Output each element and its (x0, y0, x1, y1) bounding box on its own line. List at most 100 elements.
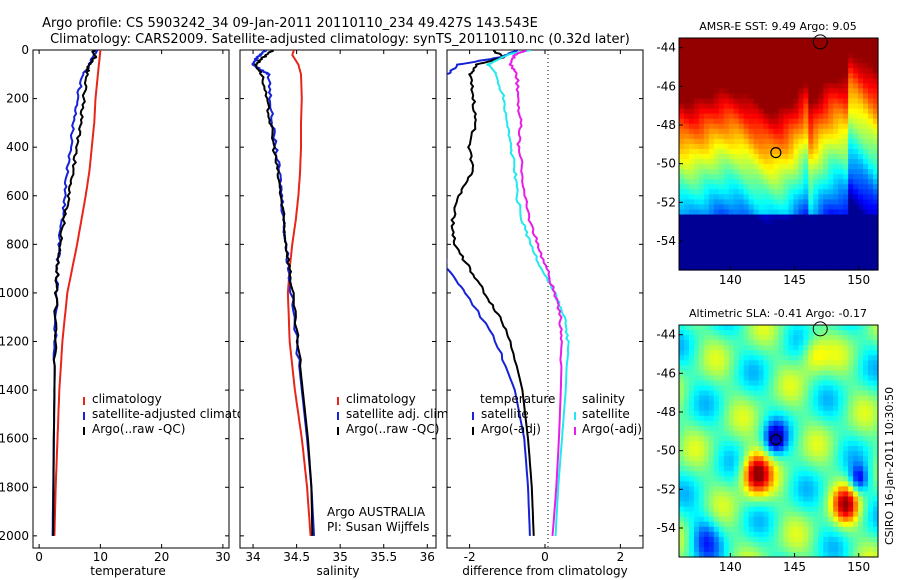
heatmap-cell (708, 169, 715, 175)
heatmap-cell (793, 496, 799, 503)
heatmap-cell (693, 516, 700, 523)
heatmap-cell (863, 48, 869, 54)
heatmap-cell (788, 350, 795, 356)
heatmap-cell (713, 159, 720, 165)
heatmap-cell (848, 365, 854, 371)
heatmap-cell (818, 390, 824, 397)
heatmap-cell (753, 390, 760, 397)
heatmap-cell (698, 143, 705, 150)
heatmap-cell (788, 425, 795, 432)
heatmap-cell (783, 73, 790, 79)
heatmap-cell (753, 365, 760, 371)
heatmap-cell (793, 174, 799, 180)
heatmap-cell (788, 536, 795, 543)
heatmap-cell (838, 501, 844, 508)
heatmap-cell (713, 194, 720, 200)
heatmap-cell (778, 224, 785, 231)
sla-map-frame (678, 324, 879, 558)
heatmap-cell (703, 360, 710, 366)
heatmap-cell (803, 481, 809, 487)
heatmap-cell (688, 466, 695, 472)
heatmap-cell (773, 360, 780, 366)
heatmap-cell (863, 350, 869, 356)
heatmap-cell (743, 385, 750, 392)
heatmap-cell (688, 355, 695, 361)
heatmap-cell (698, 441, 705, 447)
heatmap-cell (858, 335, 864, 341)
annotation-argo-australia: Argo AUSTRALIA (327, 505, 426, 519)
heatmap-cell (698, 415, 705, 422)
heatmap-cell (713, 73, 720, 79)
heatmap-cell (753, 415, 760, 422)
heatmap-cell (808, 526, 814, 533)
heatmap-cell (788, 476, 795, 482)
legend-salinity-header: salinity (582, 392, 625, 406)
heatmap-cell (758, 68, 765, 74)
heatmap-cell (853, 405, 859, 412)
series-line-argo-raw-qc- (254, 50, 314, 536)
heatmap-cell (743, 154, 750, 160)
heatmap-cell (833, 63, 839, 69)
heatmap-cell (813, 420, 819, 427)
heatmap-cell (753, 430, 760, 437)
heatmap-cell (683, 506, 690, 513)
heatmap-cell (783, 546, 790, 553)
heatmap-cell (818, 148, 824, 155)
heatmap-cell (848, 249, 854, 256)
heatmap-cell (773, 451, 780, 457)
float-position-marker (770, 146, 782, 159)
heatmap-cell (758, 93, 765, 100)
heatmap-cell (683, 209, 690, 216)
heatmap-cell (738, 501, 745, 508)
heatmap-cell (753, 360, 760, 366)
salinity-xlabel: salinity (316, 564, 359, 578)
heatmap-cell (768, 471, 775, 477)
heatmap-cell (763, 73, 770, 79)
heatmap-cell (748, 430, 755, 437)
heatmap-cell (868, 48, 874, 54)
heatmap-cell (738, 118, 745, 125)
depth-tick-label: 1000 (0, 286, 29, 300)
heatmap-cell (698, 264, 705, 271)
heatmap-cell (778, 415, 785, 422)
heatmap-cell (683, 164, 690, 170)
heatmap-cell (813, 536, 819, 543)
heatmap-cell (873, 365, 879, 371)
heatmap-cell (833, 244, 839, 251)
heatmap-cell (778, 360, 785, 366)
heatmap-cell (708, 123, 715, 130)
heatmap-cell (733, 224, 740, 231)
heatmap-cell (708, 234, 715, 241)
heatmap-cell (828, 88, 834, 95)
heatmap-cell (808, 174, 814, 180)
heatmap-cell (778, 461, 785, 467)
heatmap-cell (813, 88, 819, 95)
heatmap-cell (693, 430, 700, 437)
heatmap-cell (738, 536, 745, 543)
heatmap-cell (728, 53, 735, 59)
heatmap-cell (818, 219, 824, 226)
heatmap-cell (868, 78, 874, 84)
heatmap-cell (853, 229, 859, 236)
heatmap-cell (698, 325, 705, 331)
heatmap-cell (808, 133, 814, 140)
heatmap-cell (713, 541, 720, 548)
heatmap-cell (853, 78, 859, 84)
heatmap-cell (723, 53, 730, 59)
heatmap-cell (733, 486, 740, 493)
heatmap-cell (713, 385, 720, 392)
heatmap-cell (688, 98, 695, 105)
heatmap-cell (763, 365, 770, 371)
heatmap-cell (768, 234, 775, 241)
heatmap-cell (728, 204, 735, 211)
heatmap-cell (763, 496, 770, 503)
heatmap-cell (838, 330, 844, 336)
heatmap-cell (783, 456, 790, 462)
heatmap-cell (783, 93, 790, 100)
heatmap-cell (788, 169, 795, 175)
heatmap-cell (848, 143, 854, 150)
heatmap-cell (818, 536, 824, 543)
heatmap-cell (679, 430, 685, 437)
heatmap-cell (833, 521, 839, 528)
heatmap-cell (833, 164, 839, 170)
